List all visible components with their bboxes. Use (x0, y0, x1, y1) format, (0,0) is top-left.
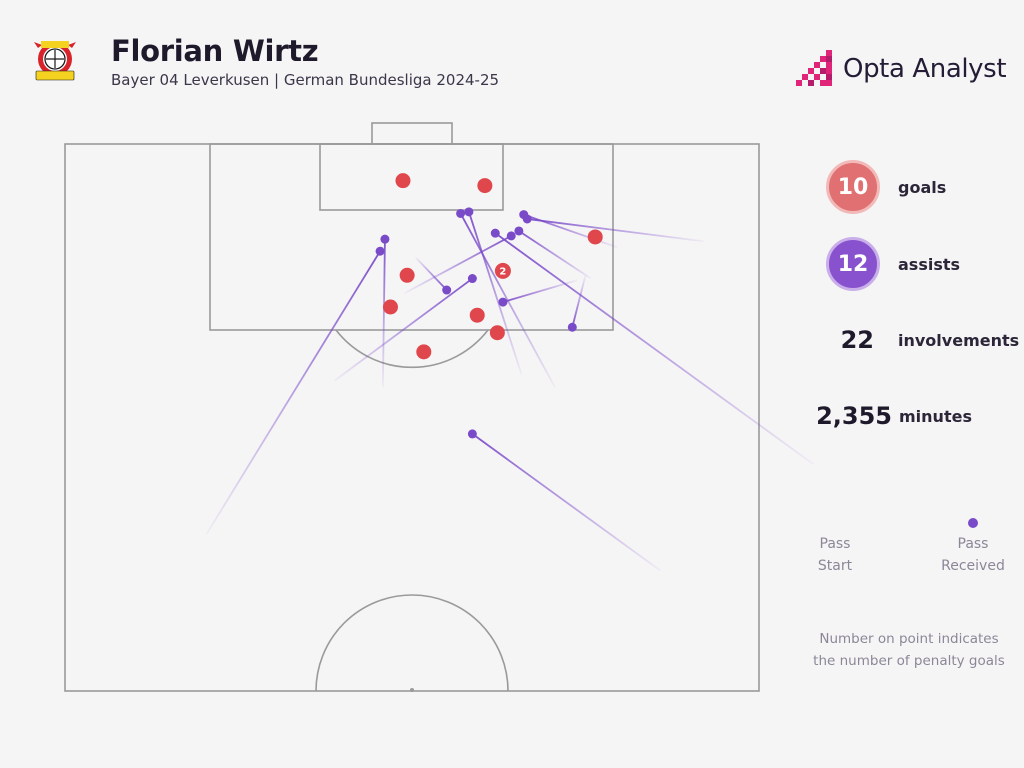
goal-point (494, 262, 511, 279)
goals-stat: 10 goals (826, 160, 946, 214)
goal-point (399, 267, 415, 283)
assist-pass-line (502, 279, 578, 303)
goal-point (489, 325, 505, 341)
legend-pass-received-line1: Pass (957, 536, 989, 552)
penalty-arc (335, 329, 489, 369)
assist-pass-line (571, 275, 587, 328)
pass-received-point (456, 208, 466, 218)
club-badge (32, 38, 78, 84)
penalty-box (209, 143, 614, 331)
pass-received-point (490, 228, 500, 238)
assist-pass-line (527, 218, 705, 243)
assists-stat: 12 assists (826, 237, 960, 291)
goal-point (477, 178, 493, 194)
pass-received-point (464, 207, 474, 217)
goal-point (395, 173, 411, 189)
legend-pass-start: Pass Start (805, 533, 865, 577)
assist-pass-line (468, 211, 523, 376)
goals-label: goals (898, 177, 947, 197)
involvements-count: 22 (840, 326, 874, 354)
assist-pass-line (403, 235, 512, 295)
center-spot (410, 688, 414, 692)
pitch-outline (64, 143, 760, 692)
penalty-goal-count-label: 2 (499, 266, 506, 277)
assist-pass-line (333, 277, 473, 382)
pass-received-point (442, 285, 452, 295)
assist-pass-line (471, 433, 661, 572)
center-circle (315, 594, 509, 692)
goal-point (469, 307, 485, 323)
pass-received-point (467, 274, 477, 284)
pass-received-point (498, 297, 508, 307)
legend-pass-received: Pass Received (933, 533, 1013, 577)
penalty-note: Number on point indicates the number of … (813, 631, 1005, 669)
assist-pass-line (414, 256, 448, 291)
assists-count: 12 (826, 237, 880, 291)
legend-pass-start-line2: Start (817, 558, 853, 574)
pass-received-point (375, 246, 385, 256)
assist-pass-line (494, 232, 814, 465)
goal-point (587, 229, 603, 245)
six-yard-box (319, 143, 504, 211)
goal-frame (371, 122, 453, 145)
legend-pass-received-line2: Received (941, 558, 1005, 574)
assist-pass-line (518, 230, 592, 280)
involvements-label: involvements (898, 331, 1020, 350)
goal-point (382, 299, 398, 315)
pass-received-point (467, 429, 477, 439)
goals-count: 10 (826, 160, 880, 214)
pass-received-point (380, 234, 390, 244)
assist-pass-line (381, 239, 386, 388)
brand-name: Opta Analyst (843, 54, 1007, 84)
pitch (64, 122, 760, 692)
bayer-leverkusen-crest-icon (34, 41, 76, 81)
assists-label: assists (898, 254, 961, 274)
page-title: Florian Wirtz (111, 34, 319, 68)
goal-point (416, 344, 432, 360)
minutes-count: 2,355 (816, 402, 892, 430)
opta-analyst-logo (796, 50, 1008, 90)
pass-received-point (567, 322, 577, 332)
minutes-label: minutes (899, 407, 972, 426)
goals-layer: 2 (382, 173, 603, 360)
opta-pixel-logo-icon (796, 50, 832, 86)
pass-legend (834, 518, 978, 528)
page-subtitle: Bayer 04 Leverkusen | German Bundesliga … (111, 71, 500, 89)
passes-layer (205, 207, 814, 572)
legend-received-dot (968, 518, 978, 528)
assist-pass-line (205, 250, 381, 535)
pass-received-point (522, 214, 532, 224)
pass-received-point (514, 226, 524, 236)
legend-pass-start-line1: Pass (819, 536, 851, 552)
pass-received-point (506, 231, 516, 241)
